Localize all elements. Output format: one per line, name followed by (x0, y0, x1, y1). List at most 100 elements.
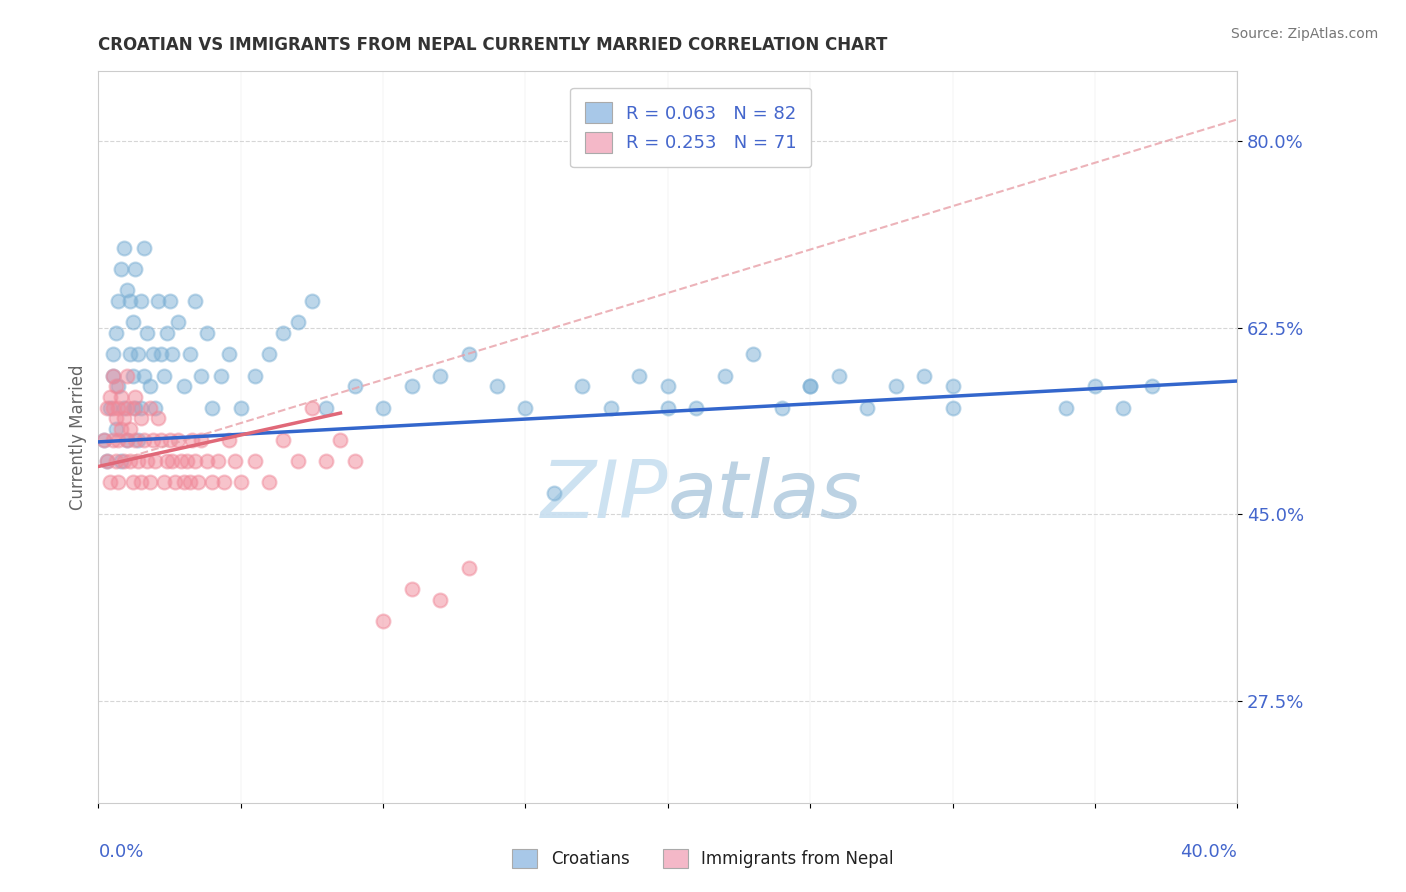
Text: CROATIAN VS IMMIGRANTS FROM NEPAL CURRENTLY MARRIED CORRELATION CHART: CROATIAN VS IMMIGRANTS FROM NEPAL CURREN… (98, 36, 887, 54)
Point (229, 475, 252, 490)
Point (165, 475, 187, 490)
Point (110, 261, 132, 276)
Point (101, 368, 124, 383)
Point (212, 475, 235, 490)
Point (118, 422, 141, 436)
Point (259, 347, 281, 361)
Point (329, 433, 352, 447)
Point (373, 401, 395, 415)
Point (96, 401, 118, 415)
Point (828, 368, 851, 383)
Point (457, 561, 479, 575)
Point (153, 368, 176, 383)
Point (181, 433, 204, 447)
Point (173, 475, 195, 490)
Point (315, 454, 337, 468)
Point (107, 475, 129, 490)
Point (159, 433, 181, 447)
Text: ZIP: ZIP (540, 457, 668, 534)
Point (129, 475, 152, 490)
Point (153, 475, 176, 490)
Point (101, 401, 124, 415)
Point (124, 390, 146, 404)
Point (942, 401, 965, 415)
Point (150, 347, 173, 361)
Point (98, 475, 121, 490)
Point (110, 390, 132, 404)
Point (884, 379, 907, 393)
Point (112, 401, 135, 415)
Point (799, 379, 821, 393)
Point (315, 401, 337, 415)
Point (170, 454, 193, 468)
Point (112, 454, 135, 468)
Point (115, 283, 138, 297)
Point (201, 475, 224, 490)
Point (486, 379, 509, 393)
Point (107, 293, 129, 308)
Point (141, 347, 163, 361)
Point (218, 347, 240, 361)
Point (243, 454, 266, 468)
Point (138, 401, 160, 415)
Point (145, 401, 167, 415)
Point (301, 293, 323, 308)
Point (543, 486, 565, 500)
Point (156, 326, 179, 340)
Point (259, 475, 281, 490)
Point (118, 347, 141, 361)
Point (118, 293, 141, 308)
Point (714, 368, 737, 383)
Point (112, 411, 135, 425)
Point (129, 401, 152, 415)
Point (156, 454, 179, 468)
Point (127, 347, 149, 361)
Point (287, 454, 309, 468)
Point (229, 401, 252, 415)
Point (190, 433, 212, 447)
Point (115, 368, 138, 383)
Point (124, 433, 146, 447)
Point (273, 326, 295, 340)
Point (429, 593, 451, 607)
Point (373, 614, 395, 628)
Point (167, 315, 190, 329)
Point (127, 433, 149, 447)
Point (124, 401, 146, 415)
Point (107, 401, 129, 415)
Point (101, 368, 124, 383)
Point (301, 401, 323, 415)
Point (343, 379, 366, 393)
Point (273, 433, 295, 447)
Point (1084, 379, 1107, 393)
Point (685, 401, 707, 415)
Point (287, 315, 309, 329)
Point (457, 347, 479, 361)
Point (129, 411, 152, 425)
Point (343, 454, 366, 468)
Point (124, 261, 146, 276)
Point (141, 433, 163, 447)
Point (218, 433, 240, 447)
Point (104, 326, 127, 340)
Point (138, 475, 160, 490)
Point (101, 433, 124, 447)
Point (110, 422, 132, 436)
Point (148, 411, 170, 425)
Point (107, 379, 129, 393)
Point (145, 454, 167, 468)
Point (129, 293, 152, 308)
Point (1056, 401, 1078, 415)
Point (600, 401, 623, 415)
Point (127, 454, 149, 468)
Point (243, 368, 266, 383)
Point (135, 454, 157, 468)
Point (162, 454, 184, 468)
Point (135, 326, 157, 340)
Point (110, 454, 132, 468)
Point (138, 379, 160, 393)
Point (118, 454, 141, 468)
Point (93, 433, 115, 447)
Point (1112, 401, 1135, 415)
Point (429, 368, 451, 383)
